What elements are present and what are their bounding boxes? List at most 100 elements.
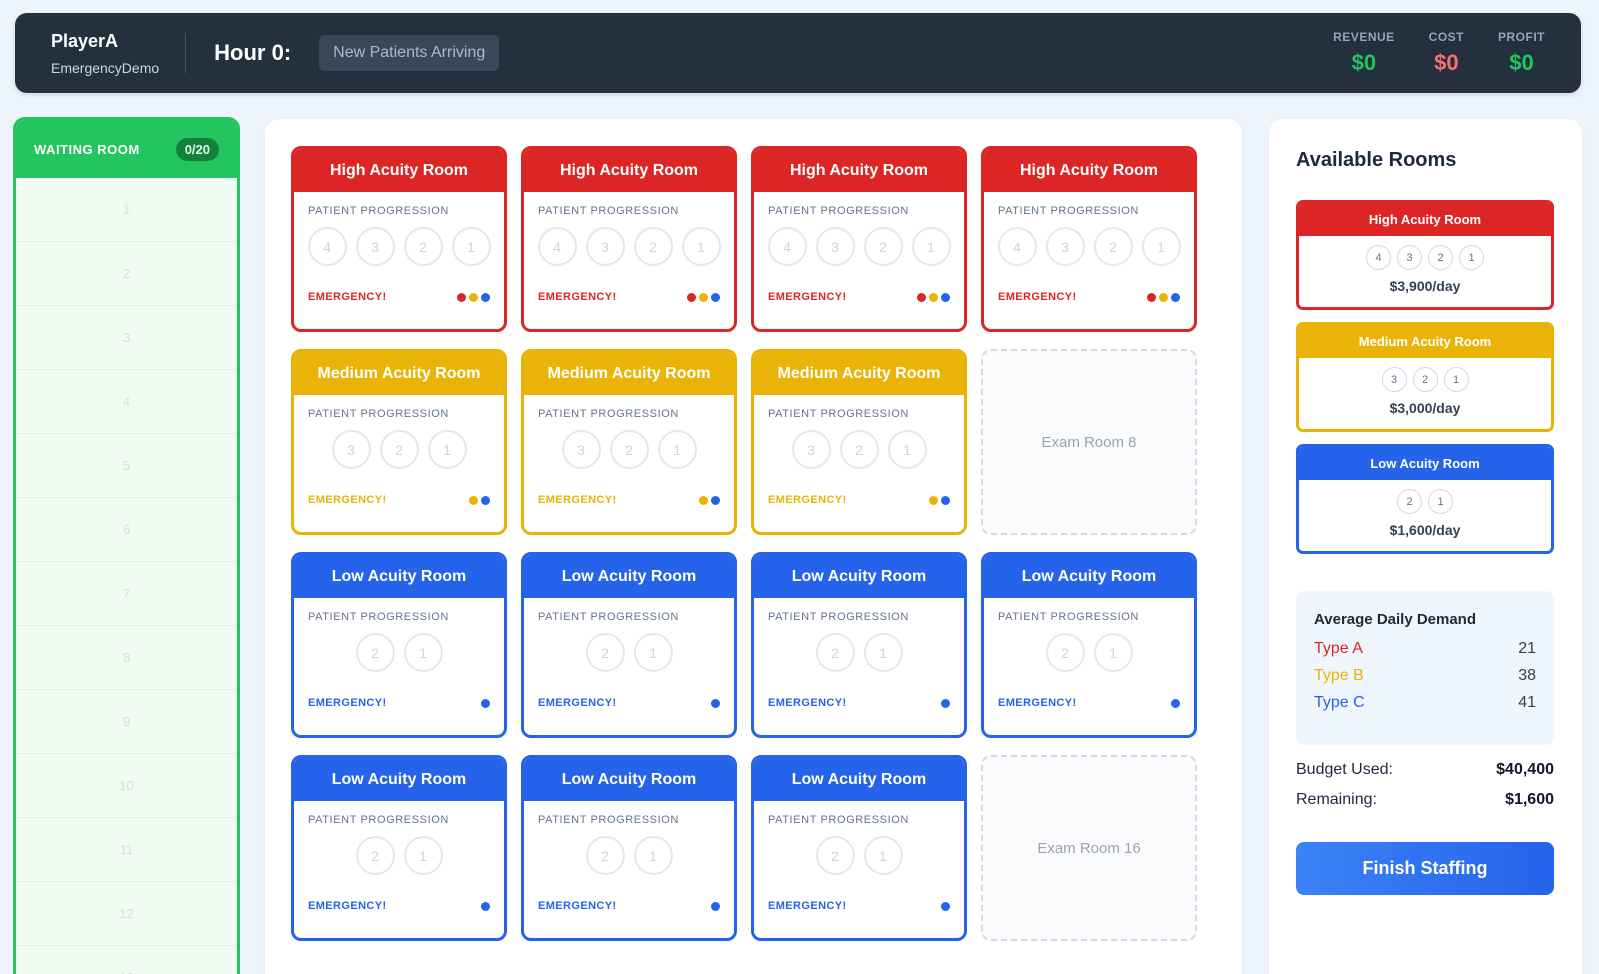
progression-step[interactable]: 3 [331, 430, 371, 469]
waiting-slot[interactable]: 4 [16, 370, 237, 434]
waiting-slot[interactable]: 7 [16, 562, 237, 626]
progression-step[interactable]: 2 [1093, 227, 1133, 266]
progression-step[interactable]: 3 [355, 227, 395, 266]
progression-step[interactable]: 2 [839, 430, 879, 469]
waiting-slot[interactable]: 12 [16, 882, 237, 946]
waiting-slot[interactable]: 8 [16, 626, 237, 690]
player-name: PlayerA [51, 30, 119, 51]
emergency-label: EMERGENCY! [538, 291, 617, 303]
progression-step[interactable]: 2 [355, 836, 395, 875]
waiting-slot[interactable]: 1 [16, 178, 237, 242]
progression-step[interactable]: 1 [403, 836, 443, 875]
progression-step[interactable]: 1 [451, 227, 491, 266]
progression-step[interactable]: 2 [355, 633, 395, 672]
progression-step[interactable]: 1 [427, 430, 467, 469]
progression-step[interactable]: 2 [633, 227, 673, 266]
progression-step[interactable]: 2 [863, 227, 903, 266]
progression-step[interactable]: 1 [657, 430, 697, 469]
high-acuity-room-card[interactable]: High Acuity Room PATIENT PROGRESSION 4 3 2 1 E… [751, 146, 967, 332]
progression-step[interactable]: 1 [911, 227, 951, 266]
patient-progression-label: PATIENT PROGRESSION [998, 205, 1139, 217]
progression-step[interactable]: 2 [379, 430, 419, 469]
progression-step[interactable]: 2 [815, 633, 855, 672]
cost-label: COST [1428, 30, 1464, 44]
waiting-slot[interactable]: 13 [16, 946, 237, 974]
waiting-slot[interactable]: 3 [16, 306, 237, 370]
progression-step[interactable]: 2 [585, 836, 625, 875]
progression-step[interactable]: 1 [681, 227, 721, 266]
low-acuity-room-card[interactable]: Low Acuity Room PATIENT PROGRESSION 2 1 EMER… [521, 755, 737, 941]
progression-step[interactable]: 3 [815, 227, 855, 266]
low-acuity-room-card[interactable]: Low Acuity Room PATIENT PROGRESSION 2 1 EMER… [981, 552, 1197, 738]
progression-step[interactable]: 3 [791, 430, 831, 469]
room-footer: EMERGENCY! [768, 697, 950, 709]
progression-step[interactable]: 1 [887, 430, 927, 469]
low-acuity-room-card[interactable]: Low Acuity Room PATIENT PROGRESSION 2 1 EMER… [521, 552, 737, 738]
progression-step[interactable]: 3 [1045, 227, 1085, 266]
patient-type-dot [481, 698, 490, 708]
progression-step[interactable]: 1 [863, 836, 903, 875]
progression-step[interactable]: 2 [585, 633, 625, 672]
progression-step[interactable]: 4 [537, 227, 577, 266]
low-acuity-room-card[interactable]: Low Acuity Room PATIENT PROGRESSION 2 1 EMER… [291, 552, 507, 738]
progression-step[interactable]: 4 [307, 227, 347, 266]
med-acuity-room-card[interactable]: Medium Acuity Room PATIENT PROGRESSION 3 2 1… [751, 349, 967, 535]
available-low-room[interactable]: Low Acuity Room 2 1 $1,600/day [1296, 444, 1554, 554]
side-panel: Available Rooms High Acuity Room 4 3 2 1 $3,9… [1269, 119, 1582, 974]
progression-step[interactable]: 1 [1093, 633, 1133, 672]
high-acuity-room-card[interactable]: High Acuity Room PATIENT PROGRESSION 4 3 2 1 E… [981, 146, 1197, 332]
patient-type-dot [941, 292, 950, 302]
available-high-room[interactable]: High Acuity Room 4 3 2 1 $3,900/day [1296, 200, 1554, 310]
progression-step[interactable]: 1 [1141, 227, 1181, 266]
low-acuity-room-card[interactable]: Low Acuity Room PATIENT PROGRESSION 2 1 EMER… [751, 755, 967, 941]
progression-step[interactable]: 3 [585, 227, 625, 266]
progression-step[interactable]: 2 [815, 836, 855, 875]
emergency-label: EMERGENCY! [308, 291, 387, 303]
waiting-slot[interactable]: 2 [16, 242, 237, 306]
patient-progression-label: PATIENT PROGRESSION [308, 611, 449, 623]
progression-step[interactable]: 2 [609, 430, 649, 469]
high-acuity-room-card[interactable]: High Acuity Room PATIENT PROGRESSION 4 3 2 1 E… [291, 146, 507, 332]
high-acuity-room-card[interactable]: High Acuity Room PATIENT PROGRESSION 4 3 2 1 E… [521, 146, 737, 332]
room-title: Low Acuity Room [524, 758, 734, 801]
patient-progression-label: PATIENT PROGRESSION [538, 814, 679, 826]
waiting-slot[interactable]: 9 [16, 690, 237, 754]
waiting-slot[interactable]: 5 [16, 434, 237, 498]
waiting-room[interactable]: WAITING ROOM 0/20 12345678910111213 [13, 117, 240, 974]
room-footer: EMERGENCY! [538, 697, 720, 709]
patient-type-dots [929, 495, 950, 505]
empty-exam-room[interactable]: Exam Room 16 [981, 755, 1197, 941]
cost-stat: COST $0 [1429, 30, 1464, 76]
step-circle: 2 [1428, 245, 1453, 270]
waiting-slot[interactable]: 6 [16, 498, 237, 562]
low-acuity-room-card[interactable]: Low Acuity Room PATIENT PROGRESSION 2 1 EMER… [291, 755, 507, 941]
demand-row-a: Type A 21 [1314, 640, 1536, 658]
med-acuity-room-card[interactable]: Medium Acuity Room PATIENT PROGRESSION 3 2 1… [521, 349, 737, 535]
progression-step[interactable]: 1 [403, 633, 443, 672]
room-footer: EMERGENCY! [998, 697, 1180, 709]
waiting-slot[interactable]: 11 [16, 818, 237, 882]
progression-step[interactable]: 4 [997, 227, 1037, 266]
progression-step[interactable]: 4 [767, 227, 807, 266]
low-acuity-room-card[interactable]: Low Acuity Room PATIENT PROGRESSION 2 1 EMER… [751, 552, 967, 738]
room-footer: EMERGENCY! [308, 697, 490, 709]
available-med-room[interactable]: Medium Acuity Room 3 2 1 $3,000/day [1296, 322, 1554, 432]
available-room-title: High Acuity Room [1299, 203, 1551, 236]
med-acuity-room-card[interactable]: Medium Acuity Room PATIENT PROGRESSION 3 2 1… [291, 349, 507, 535]
progression-step[interactable]: 2 [1045, 633, 1085, 672]
progression-step[interactable]: 2 [403, 227, 443, 266]
room-title: Medium Acuity Room [524, 352, 734, 395]
empty-exam-room[interactable]: Exam Room 8 [981, 349, 1197, 535]
progression-step[interactable]: 1 [863, 633, 903, 672]
waiting-slot[interactable]: 10 [16, 754, 237, 818]
progression-step[interactable]: 1 [633, 633, 673, 672]
patient-type-dots [941, 901, 950, 911]
finish-staffing-button[interactable]: Finish Staffing [1296, 842, 1554, 895]
room-footer: EMERGENCY! [538, 900, 720, 912]
progression-step[interactable]: 1 [633, 836, 673, 875]
progression-step[interactable]: 3 [561, 430, 601, 469]
